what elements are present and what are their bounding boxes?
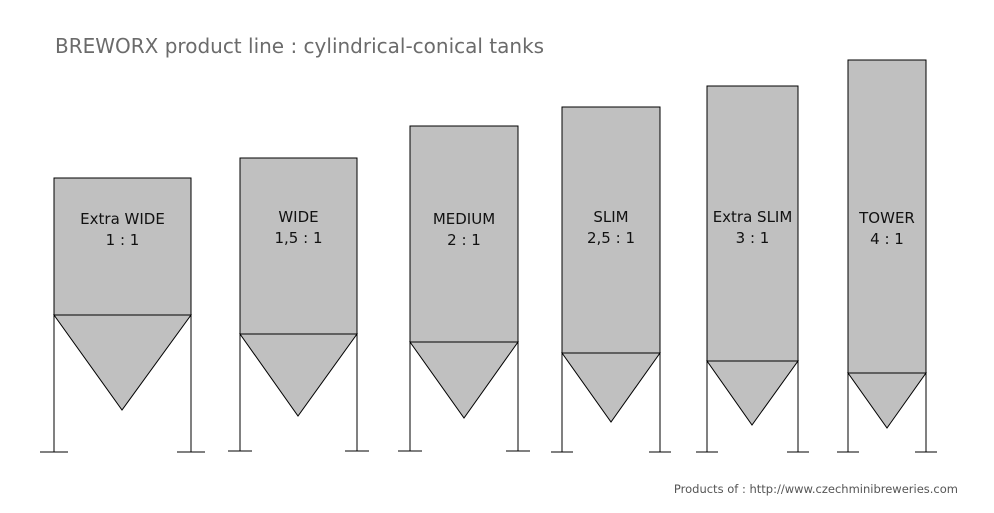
tank-cone bbox=[706, 360, 799, 426]
tank-label-tower: TOWER 4 : 1 bbox=[848, 208, 926, 250]
tank-name: WIDE bbox=[278, 208, 319, 226]
tank-ratio: 3 : 1 bbox=[735, 229, 770, 247]
tank-label-extra-slim: Extra SLIM 3 : 1 bbox=[700, 207, 805, 249]
tank-ratio: 1,5 : 1 bbox=[274, 229, 323, 247]
tank-label-wide: WIDE 1,5 : 1 bbox=[240, 207, 357, 249]
tank-medium bbox=[398, 125, 530, 452]
tank-name: SLIM bbox=[593, 208, 629, 226]
tank-extra-wide bbox=[40, 177, 205, 453]
tank-cylinder bbox=[706, 85, 799, 362]
tank-wide bbox=[228, 157, 369, 452]
tank-label-slim: SLIM 2,5 : 1 bbox=[562, 207, 660, 249]
tank-cylinder bbox=[561, 106, 661, 354]
tank-extra-slim bbox=[696, 85, 809, 453]
tank-tower bbox=[837, 59, 937, 453]
tank-ratio: 2 : 1 bbox=[447, 231, 481, 249]
tank-name: MEDIUM bbox=[432, 210, 496, 228]
tank-cylinder bbox=[53, 177, 192, 316]
diagram-title: BREWORX product line : cylindrical-conic… bbox=[55, 34, 545, 58]
tank-label-extra-wide: Extra WIDE 1 : 1 bbox=[54, 209, 191, 251]
tank-ratio: 2,5 : 1 bbox=[587, 229, 635, 247]
tank-label-medium: MEDIUM 2 : 1 bbox=[410, 209, 518, 251]
tank-name: Extra WIDE bbox=[80, 210, 165, 228]
tank-cylinder bbox=[847, 59, 927, 374]
tank-ratio: 4 : 1 bbox=[870, 230, 904, 248]
tank-cone bbox=[53, 314, 192, 411]
tank-name: TOWER bbox=[859, 209, 915, 227]
tank-cone bbox=[561, 352, 661, 423]
tank-cone bbox=[239, 333, 358, 417]
tank-name: Extra SLIM bbox=[712, 208, 793, 226]
tank-ratio: 1 : 1 bbox=[105, 231, 140, 249]
footer-credit: Products of : http://www.czechminibrewer… bbox=[673, 482, 958, 496]
tank-cylinder bbox=[409, 125, 519, 343]
tank-cone bbox=[409, 341, 519, 419]
tank-cone bbox=[847, 372, 927, 429]
tank-slim bbox=[551, 106, 671, 453]
